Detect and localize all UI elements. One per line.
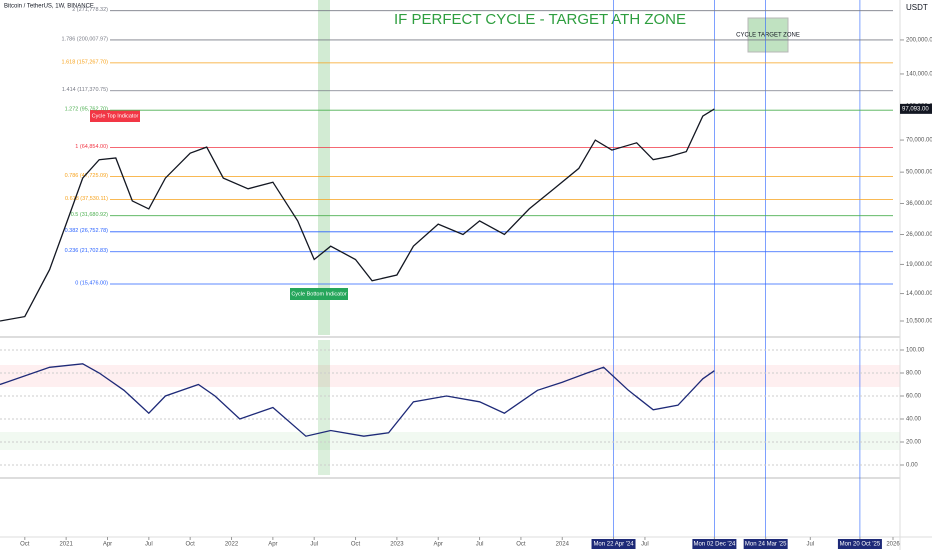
date-badge — [837, 539, 882, 549]
symbol-title: Bitcoin / TetherUS, 1W, BINANCE — [4, 4, 94, 10]
top-indicator-label: Cycle Top Indicator — [92, 113, 139, 119]
y-tick-label: 20.00 — [906, 440, 922, 446]
fib-label: 0.786 (47,725.09) — [65, 173, 109, 179]
x-tick-label: Oct — [516, 542, 526, 548]
x-tick-label: Jul — [806, 542, 814, 548]
x-tick-label: Apr — [103, 542, 112, 548]
x-tick-label: Apr — [434, 542, 443, 548]
date-badge — [692, 539, 737, 549]
x-tick-label: Mon 24 Mar '25 — [745, 542, 787, 548]
fib-label: 0.382 (26,752.78) — [65, 228, 109, 234]
y-tick-label: 70,000.00 — [906, 138, 932, 144]
x-tick-label: Jul — [476, 542, 484, 548]
y-tick-label: 60.00 — [906, 394, 922, 400]
last-price: 97,093.00 — [902, 106, 929, 112]
x-tick-label: 2023 — [390, 542, 404, 548]
fib-label: 0.236 (21,702.83) — [65, 248, 109, 254]
annotation: IF PERFECT CYCLE - TARGET ATH ZONE — [394, 11, 686, 28]
overbought-zone — [0, 365, 900, 387]
target-label: CYCLE TARGET ZONE — [736, 33, 800, 39]
x-tick-label: Jul — [310, 542, 318, 548]
y-tick-label: 100.00 — [906, 348, 925, 354]
y-tick-label: 26,000.00 — [906, 232, 932, 238]
y-tick-label: 200,000.00 — [906, 38, 932, 44]
x-tick-label: Mon 02 Dec '24 — [693, 542, 735, 548]
x-tick-label: 2024 — [556, 542, 570, 548]
date-badge — [743, 539, 788, 549]
x-tick-label: Apr — [268, 542, 277, 548]
fib-label: 0.618 (37,530.11) — [65, 196, 108, 202]
y-tick-label: 14,000.00 — [906, 291, 932, 297]
bottom-indicator-label: Cycle Bottom Indicator — [291, 291, 346, 297]
x-tick-label: 2021 — [59, 542, 73, 548]
x-tick-label: 2026 — [886, 542, 900, 548]
x-tick-label: 2022 — [225, 542, 239, 548]
x-tick-label: Oct — [186, 542, 196, 548]
oversold-zone — [0, 432, 900, 450]
fib-label: 0 (15,476.00) — [75, 280, 108, 286]
fib-label: 1 (64,854.00) — [75, 144, 108, 150]
series-line — [0, 363, 715, 437]
last-price-badge — [900, 103, 932, 114]
target-box — [747, 17, 789, 53]
series-line — [0, 108, 715, 322]
fib-label: 1.272 (95,762.70) — [65, 107, 109, 113]
fib-label: 1.786 (200,007.97) — [62, 36, 109, 42]
x-tick-label: Oct — [20, 542, 30, 548]
y-tick-label: 140,000.00 — [906, 72, 932, 78]
label-box — [90, 110, 140, 122]
x-tick-label: Jul — [641, 542, 649, 548]
y-tick-label: 40.00 — [906, 417, 922, 423]
y-tick-label: 19,000.00 — [906, 262, 932, 268]
x-tick-label: Jul — [145, 542, 153, 548]
y-tick-label: 0.00 — [906, 463, 918, 469]
y-tick-label: 36,000.00 — [906, 201, 932, 207]
fib-label: 1.414 (117,370.75) — [62, 87, 108, 93]
y-tick-label: 80.00 — [906, 371, 922, 377]
fib-label: 0.5 (31,680.92) — [71, 212, 108, 218]
cycle-band — [318, 340, 330, 475]
fib-label: 2 (271,778.32) — [72, 7, 108, 13]
y-tick-label: 50,000.00 — [906, 170, 932, 176]
date-badge — [591, 539, 636, 549]
cycle-band — [318, 0, 330, 335]
currency: USDT — [906, 3, 928, 12]
label-box — [290, 288, 348, 300]
x-tick-label: Mon 22 Apr '24 — [593, 542, 634, 548]
fib-label: 1.618 (157,267.70) — [62, 59, 109, 65]
y-tick-label: 10,500.00 — [906, 319, 932, 325]
x-tick-label: Oct — [351, 542, 361, 548]
x-tick-label: Mon 20 Oct '25 — [840, 542, 881, 548]
